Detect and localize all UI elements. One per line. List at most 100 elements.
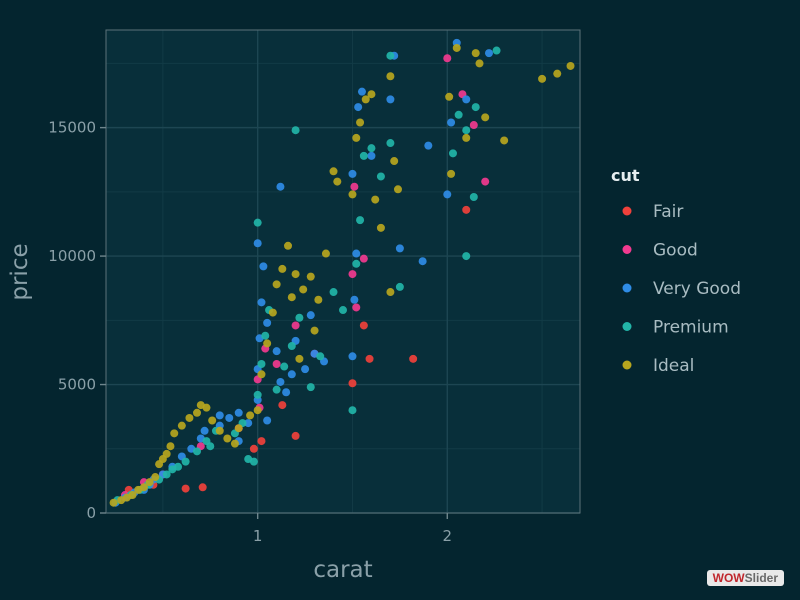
point-premium xyxy=(295,313,304,322)
point-premium xyxy=(206,442,215,451)
legend-title: cut xyxy=(611,166,640,185)
point-ideal xyxy=(371,195,380,204)
point-ideal xyxy=(139,483,148,492)
point-very-good xyxy=(272,347,281,356)
legend-key-fair xyxy=(622,206,632,216)
point-very-good xyxy=(306,311,315,320)
point-ideal xyxy=(306,272,315,281)
point-very-good xyxy=(348,169,357,178)
y-tick-label: 0 xyxy=(86,504,96,522)
point-premium xyxy=(356,216,365,225)
point-premium xyxy=(395,282,404,291)
point-very-good xyxy=(282,388,291,397)
point-premium xyxy=(448,149,457,158)
legend-label-fair: Fair xyxy=(653,202,683,222)
point-ideal xyxy=(367,90,376,99)
point-fair xyxy=(291,431,300,440)
legend-key-good xyxy=(622,245,632,254)
point-very-good xyxy=(443,190,452,199)
point-ideal xyxy=(284,241,293,250)
point-premium xyxy=(462,126,471,135)
point-fair xyxy=(198,483,207,492)
point-very-good xyxy=(357,87,366,96)
point-ideal xyxy=(553,69,562,78)
point-ideal xyxy=(314,295,323,304)
point-good xyxy=(443,54,452,63)
point-good xyxy=(291,321,300,330)
legend-label-good: Good xyxy=(653,241,698,261)
point-premium xyxy=(162,470,171,479)
point-very-good xyxy=(386,95,395,104)
x-tick-label: 1 xyxy=(253,527,263,545)
axis-ticks: 1 2 0 5000 10000 15000 xyxy=(48,119,452,545)
point-very-good xyxy=(259,262,268,271)
point-premium xyxy=(492,46,501,55)
y-tick-label: 5000 xyxy=(58,376,96,394)
point-ideal xyxy=(263,339,272,348)
point-ideal xyxy=(234,424,243,433)
point-ideal xyxy=(386,288,395,297)
point-ideal xyxy=(223,434,232,443)
point-very-good xyxy=(257,298,266,307)
watermark-logo: WOWSlider xyxy=(706,570,784,586)
x-tick-label: 2 xyxy=(443,527,453,545)
point-ideal xyxy=(390,157,399,166)
point-very-good xyxy=(263,318,272,327)
point-premium xyxy=(253,218,262,227)
point-ideal xyxy=(170,429,179,438)
point-fair xyxy=(409,354,418,363)
point-premium xyxy=(306,383,315,392)
panel-background xyxy=(106,30,580,513)
point-premium xyxy=(253,390,262,399)
point-ideal xyxy=(452,43,461,52)
point-ideal xyxy=(278,264,287,273)
point-very-good xyxy=(276,377,285,386)
point-good xyxy=(481,177,490,186)
point-premium xyxy=(352,259,361,268)
point-fair xyxy=(348,379,357,388)
point-ideal xyxy=(386,72,395,81)
point-premium xyxy=(168,465,177,474)
point-premium xyxy=(280,362,289,371)
point-ideal xyxy=(202,403,211,412)
point-ideal xyxy=(166,442,175,451)
point-ideal xyxy=(310,326,319,335)
point-premium xyxy=(359,151,368,160)
point-ideal xyxy=(215,426,224,435)
point-ideal xyxy=(393,185,402,194)
point-good xyxy=(352,303,361,312)
point-premium xyxy=(287,342,296,351)
point-fair xyxy=(278,401,287,410)
point-ideal xyxy=(291,270,300,279)
point-ideal xyxy=(177,421,186,430)
point-ideal xyxy=(185,413,194,422)
legend-label-ideal: Ideal xyxy=(653,356,694,376)
point-ideal xyxy=(272,280,281,289)
point-very-good xyxy=(484,49,493,58)
legend: cut Fair Good Very Good Premium Ideal xyxy=(611,166,741,376)
point-fair xyxy=(249,444,258,453)
point-good xyxy=(359,254,368,263)
point-premium xyxy=(462,252,471,261)
point-fair xyxy=(181,484,190,493)
point-premium xyxy=(249,457,258,466)
point-ideal xyxy=(329,167,338,176)
point-premium xyxy=(367,144,376,153)
point-good xyxy=(469,121,478,130)
point-fair xyxy=(257,437,266,446)
legend-key-very-good xyxy=(622,283,632,293)
point-premium xyxy=(386,51,395,60)
y-tick-label: 10000 xyxy=(48,247,96,265)
point-ideal xyxy=(230,439,239,448)
point-ideal xyxy=(193,408,202,417)
point-very-good xyxy=(276,182,285,191)
point-premium xyxy=(329,288,338,297)
point-ideal xyxy=(162,449,171,458)
point-very-good xyxy=(367,151,376,160)
point-very-good xyxy=(263,416,272,425)
point-ideal xyxy=(471,49,480,58)
point-very-good xyxy=(253,239,262,248)
point-good xyxy=(272,359,281,368)
point-premium xyxy=(469,192,478,201)
point-ideal xyxy=(475,59,484,68)
